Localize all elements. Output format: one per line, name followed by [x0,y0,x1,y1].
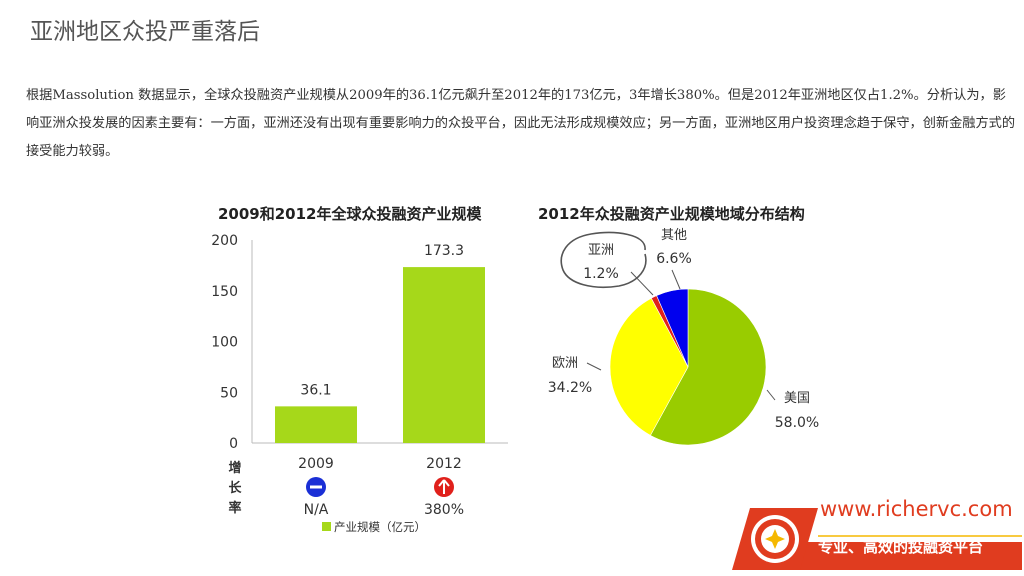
pie-label: 美国 [784,391,810,406]
pie-label: 其他 [661,228,687,243]
x-tick-label: 2009 [298,456,334,472]
pie-chart: 美国 58.0% 欧洲 34.2% 亚洲 1.2% 其他 6.6% [548,228,819,446]
y-tick-label: 100 [211,335,238,351]
bar-chart: 0 50 100 150 200 36.1 2009 N/A 173.3 2012 380% 增长率产… [211,233,508,534]
richervc-logo-icon [732,508,1022,570]
pie-value-label: 34.2% [548,380,592,396]
minus-glyph [310,485,322,489]
bar-data-label: 173.3 [424,243,464,259]
pie-slice-3 [656,288,689,368]
pie-value-label: 58.0% [775,415,819,431]
legend-label: 产业规模（亿元） [334,520,426,534]
bar-2009 [275,406,357,443]
brand-slogan: 专业、高效的投融资平台 [818,538,984,556]
up-arrow-glyph [438,479,450,494]
highlight-circle-icon [560,231,647,289]
pie-leader-line [671,269,681,290]
brand-url[interactable]: www.richervc.com [820,497,1013,521]
x-tick-label: 2012 [426,456,462,472]
pie-leader-line [586,362,602,371]
growth-label-char: 率 [228,500,241,516]
pie-leader-line [630,271,654,296]
growth-label-char: 增 [228,460,241,476]
y-tick-label: 200 [211,233,238,249]
bar-chart-title: 2009和2012年全球众投融资产业规模 [218,205,482,223]
y-tick-label: 50 [220,385,238,401]
legend-swatch [322,522,331,531]
pie-value-label: 6.6% [656,251,692,267]
bar-data-label: 36.1 [300,382,331,398]
growth-value: 380% [424,502,464,518]
pie-leader-line [766,389,776,401]
y-tick-label: 0 [229,436,238,452]
pie-slice-1 [609,297,689,436]
pie-slice-0 [650,288,767,446]
pie-label: 亚洲 [588,243,614,258]
pie-label: 欧洲 [552,356,578,371]
growth-label-char: 长 [228,480,242,496]
intro-paragraph: 根据Massolution 数据显示，全球众投融资产业规模从2009年的36.1… [26,88,1016,159]
pie-value-label: 1.2% [583,266,619,282]
growth-value: N/A [304,502,329,518]
slide-title: 亚洲地区众投严重落后 [30,19,260,45]
bar-2012 [403,267,485,443]
pie-chart-title: 2012年众投融资产业规模地域分布结构 [538,205,805,223]
y-tick-label: 150 [211,284,238,300]
